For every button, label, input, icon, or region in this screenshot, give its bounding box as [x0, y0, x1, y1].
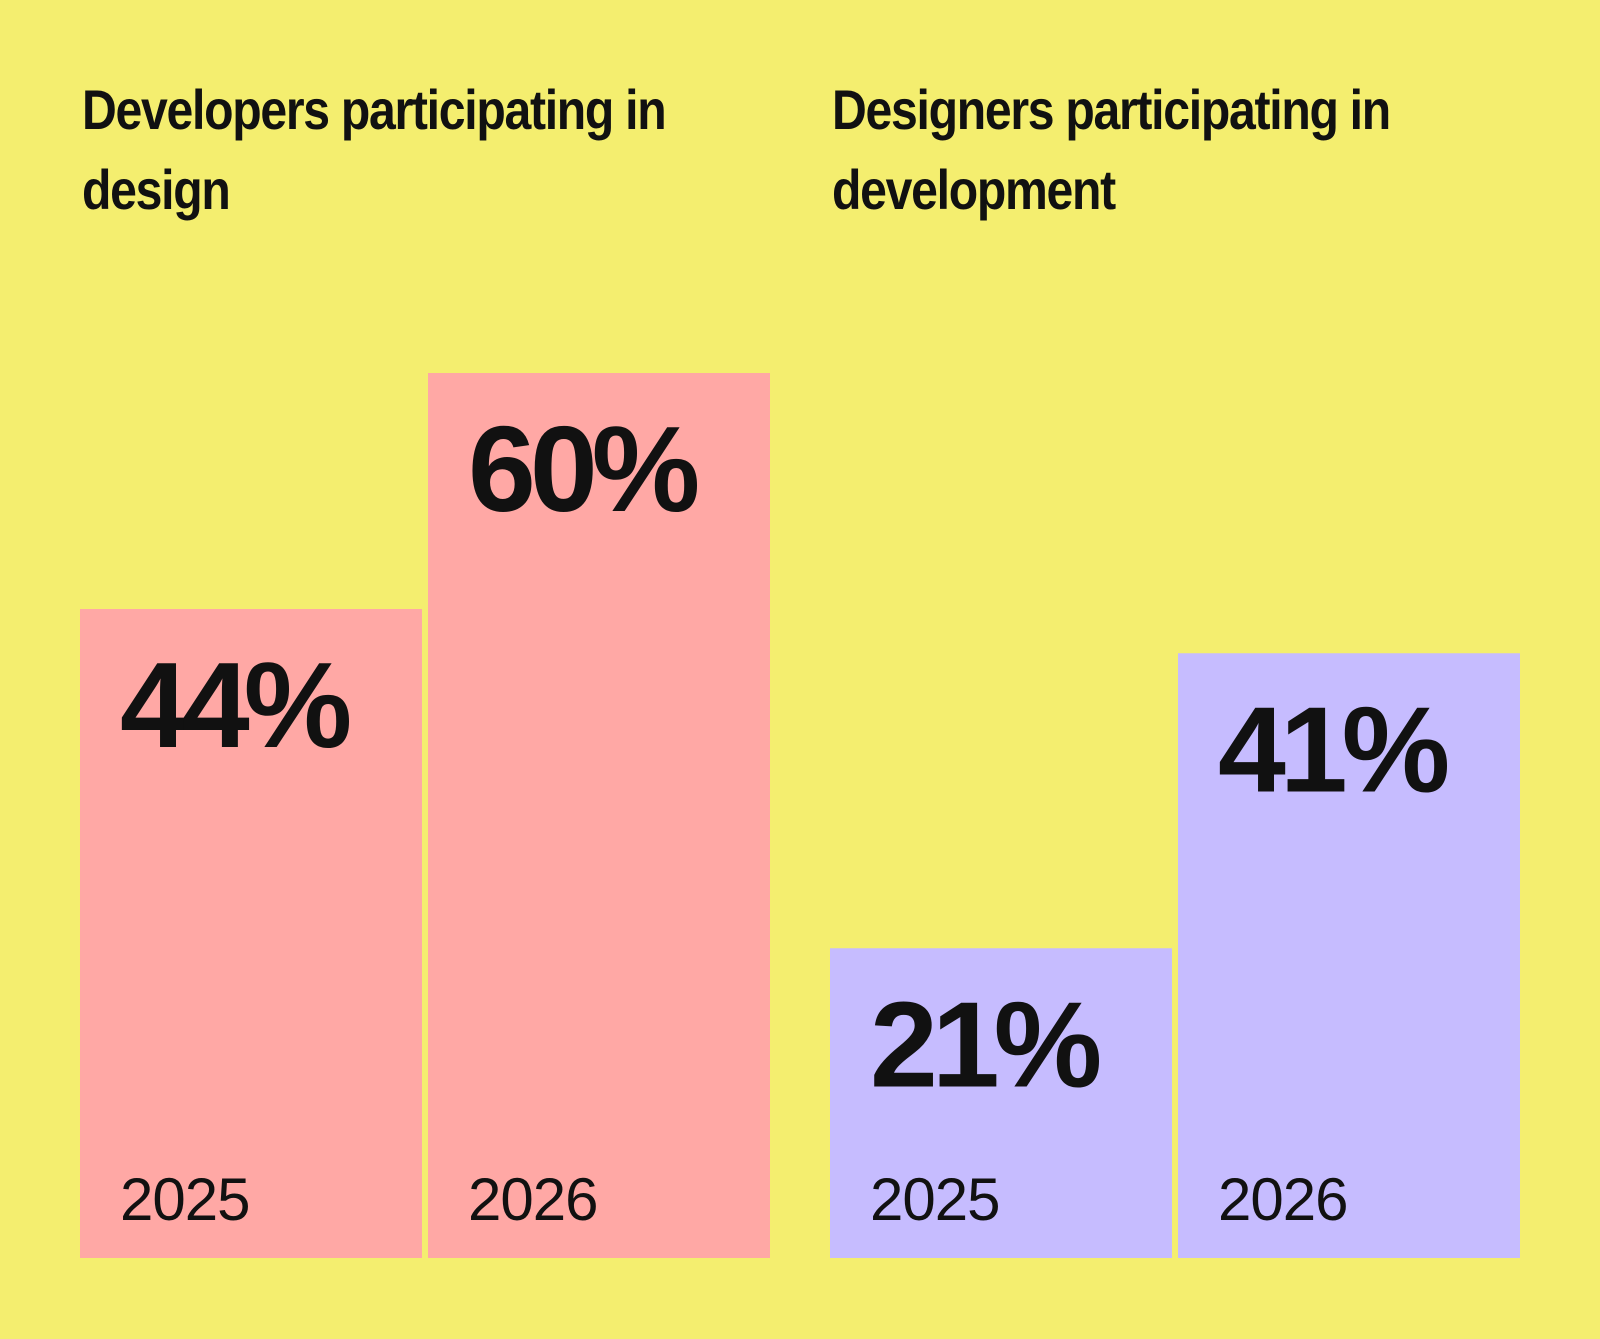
bar-category-label-1-2025: 2025	[870, 1166, 999, 1233]
bar-category-label-0-2026: 2026	[468, 1166, 597, 1233]
bar-value-label-1-2026: 41%	[1218, 681, 1448, 817]
designers-chart: Designers participating in development 2…	[830, 0, 1530, 1339]
bar-category-label-1-2026: 2026	[1218, 1166, 1347, 1233]
developers-chart: Developers participating in design 44% 20…	[80, 0, 780, 1339]
bar-value-label-0-2025: 44%	[120, 637, 350, 773]
bar-0-2025	[80, 609, 422, 1258]
designers-chart-plot: 21% 2025 41% 2026	[830, 653, 1520, 1258]
bar-value-label-0-2026: 60%	[468, 401, 698, 537]
bar-1-2025	[830, 948, 1172, 1258]
bar-1-2026	[1178, 653, 1520, 1258]
bar-value-label-1-2025: 21%	[870, 976, 1100, 1112]
developers-chart-plot: 44% 2025 60% 2026	[80, 373, 770, 1258]
designers-chart-title: Designers participating in development	[832, 78, 1391, 221]
bar-category-label-0-2025: 2025	[120, 1166, 249, 1233]
developers-chart-title: Developers participating in design	[82, 78, 667, 221]
bar-0-2026	[428, 373, 770, 1258]
